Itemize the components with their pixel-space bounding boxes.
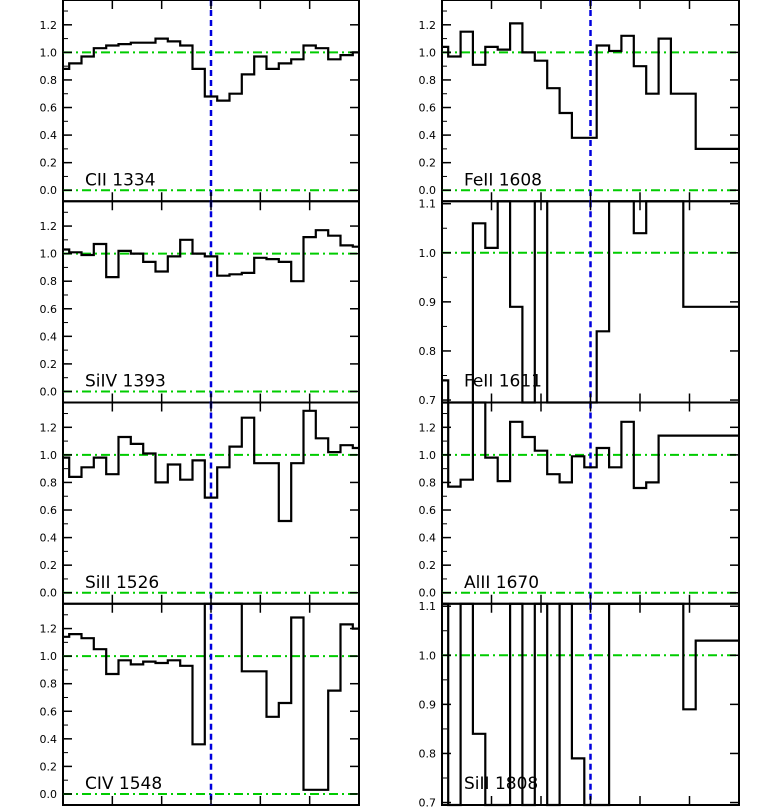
panel-label-feii-1608: FeII 1608 bbox=[464, 170, 542, 190]
y-tick-label-siii-1808-2: 0.9 bbox=[419, 698, 437, 711]
spectrum-line-civ-1548 bbox=[63, 602, 359, 791]
y-tick-label-siii-1526-1: 0.2 bbox=[40, 559, 58, 572]
y-tick-label-alii-1670-3: 0.6 bbox=[419, 504, 437, 517]
y-tick-label-civ-1548-5: 1.0 bbox=[40, 650, 58, 663]
y-tick-label-cii-1334-4: 0.8 bbox=[40, 74, 58, 87]
y-tick-label-siii-1526-3: 0.6 bbox=[40, 504, 58, 517]
y-tick-label-cii-1334-1: 0.2 bbox=[40, 157, 58, 170]
y-tick-label-siii-1808-4: 1.1 bbox=[419, 600, 437, 613]
y-tick-label-civ-1548-3: 0.6 bbox=[40, 705, 58, 718]
y-tick-label-siii-1808-0: 0.7 bbox=[419, 797, 437, 807]
y-tick-label-alii-1670-4: 0.8 bbox=[419, 476, 437, 489]
y-tick-label-feii-1611-4: 1.1 bbox=[419, 198, 437, 211]
spectra bbox=[63, 22, 739, 807]
y-tick-label-feii-1608-5: 1.0 bbox=[419, 46, 437, 59]
y-tick-label-cii-1334-2: 0.4 bbox=[40, 129, 58, 142]
y-tick-label-feii-1608-6: 1.2 bbox=[419, 19, 437, 32]
y-tick-label-siiv-1393-4: 0.8 bbox=[40, 275, 58, 288]
spectrum-line-cii-1334 bbox=[63, 37, 359, 102]
reference-lines bbox=[63, 51, 739, 795]
y-tick-label-cii-1334-0: 0.0 bbox=[40, 184, 58, 197]
panel-label-siii-1526: SiII 1526 bbox=[85, 573, 159, 593]
y-tick-label-feii-1608-4: 0.8 bbox=[419, 74, 437, 87]
y-tick-label-feii-1608-1: 0.2 bbox=[419, 157, 437, 170]
y-tick-label-siii-1526-2: 0.4 bbox=[40, 532, 58, 545]
y-tick-label-siiv-1393-6: 1.2 bbox=[40, 220, 58, 233]
spectrum-line-alii-1670 bbox=[442, 401, 739, 490]
spectrum-line-siii-1808 bbox=[442, 602, 739, 807]
panel-label-feii-1611: FeII 1611 bbox=[464, 372, 542, 392]
y-tick-label-civ-1548-4: 0.8 bbox=[40, 678, 58, 691]
spectrum-line-siiv-1393 bbox=[63, 229, 359, 283]
y-tick-label-cii-1334-5: 1.0 bbox=[40, 46, 58, 59]
y-tick-label-siiv-1393-1: 0.2 bbox=[40, 358, 58, 371]
y-tick-label-feii-1611-3: 1.0 bbox=[419, 247, 437, 260]
panel-label-civ-1548: CIV 1548 bbox=[85, 774, 162, 794]
y-tick-label-siii-1808-3: 1.0 bbox=[419, 649, 437, 662]
y-tick-label-alii-1670-1: 0.2 bbox=[419, 559, 437, 572]
y-tick-label-alii-1670-2: 0.4 bbox=[419, 532, 437, 545]
panel-label-siiv-1393: SiIV 1393 bbox=[85, 372, 166, 392]
y-tick-label-siii-1808-1: 0.8 bbox=[419, 747, 437, 760]
y-tick-label-feii-1608-2: 0.4 bbox=[419, 129, 437, 142]
y-tick-label-cii-1334-6: 1.2 bbox=[40, 19, 58, 32]
y-tick-label-civ-1548-6: 1.2 bbox=[40, 623, 58, 636]
y-tick-label-siiv-1393-5: 1.0 bbox=[40, 248, 58, 261]
y-tick-label-siii-1526-0: 0.0 bbox=[40, 587, 58, 600]
y-tick-label-alii-1670-0: 0.0 bbox=[419, 587, 437, 600]
y-tick-label-siiv-1393-3: 0.6 bbox=[40, 303, 58, 316]
spectrum-line-feii-1611 bbox=[442, 200, 739, 404]
y-tick-label-civ-1548-2: 0.4 bbox=[40, 733, 58, 746]
y-tick-label-civ-1548-1: 0.2 bbox=[40, 760, 58, 773]
y-tick-label-feii-1611-0: 0.7 bbox=[419, 394, 437, 407]
y-tick-label-siii-1526-5: 1.0 bbox=[40, 449, 58, 462]
panel-label-siii-1808: SiII 1808 bbox=[464, 774, 538, 794]
y-tick-label-feii-1611-2: 0.9 bbox=[419, 296, 437, 309]
y-tick-label-alii-1670-6: 1.2 bbox=[419, 421, 437, 434]
y-tick-label-feii-1608-0: 0.0 bbox=[419, 184, 437, 197]
y-tick-label-siii-1526-6: 1.2 bbox=[40, 421, 58, 434]
axis-ticks bbox=[62, 0, 740, 805]
panel-label-cii-1334: CII 1334 bbox=[85, 170, 156, 190]
y-tick-label-siiv-1393-2: 0.4 bbox=[40, 330, 58, 343]
axis-and-panel-labels: 0.0 0.2 0.4 0.6 0.8 1.0 1.2 CII 1334 0.0 0.2 0.4 0.… bbox=[40, 19, 543, 807]
y-tick-label-alii-1670-5: 1.0 bbox=[419, 449, 437, 462]
y-tick-label-cii-1334-3: 0.6 bbox=[40, 102, 58, 115]
y-tick-label-civ-1548-0: 0.0 bbox=[40, 788, 58, 801]
panel-label-alii-1670: AlII 1670 bbox=[464, 573, 539, 593]
y-tick-label-feii-1611-1: 0.8 bbox=[419, 345, 437, 358]
spectrum-line-siii-1526 bbox=[63, 409, 359, 523]
spectrum-line-feii-1608 bbox=[442, 22, 739, 150]
y-tick-label-feii-1608-3: 0.6 bbox=[419, 102, 437, 115]
panel-frames bbox=[62, 0, 740, 806]
y-tick-label-siii-1526-4: 0.8 bbox=[40, 476, 58, 489]
y-tick-label-siiv-1393-0: 0.0 bbox=[40, 385, 58, 398]
velocity-zero-markers bbox=[209, 0, 592, 805]
